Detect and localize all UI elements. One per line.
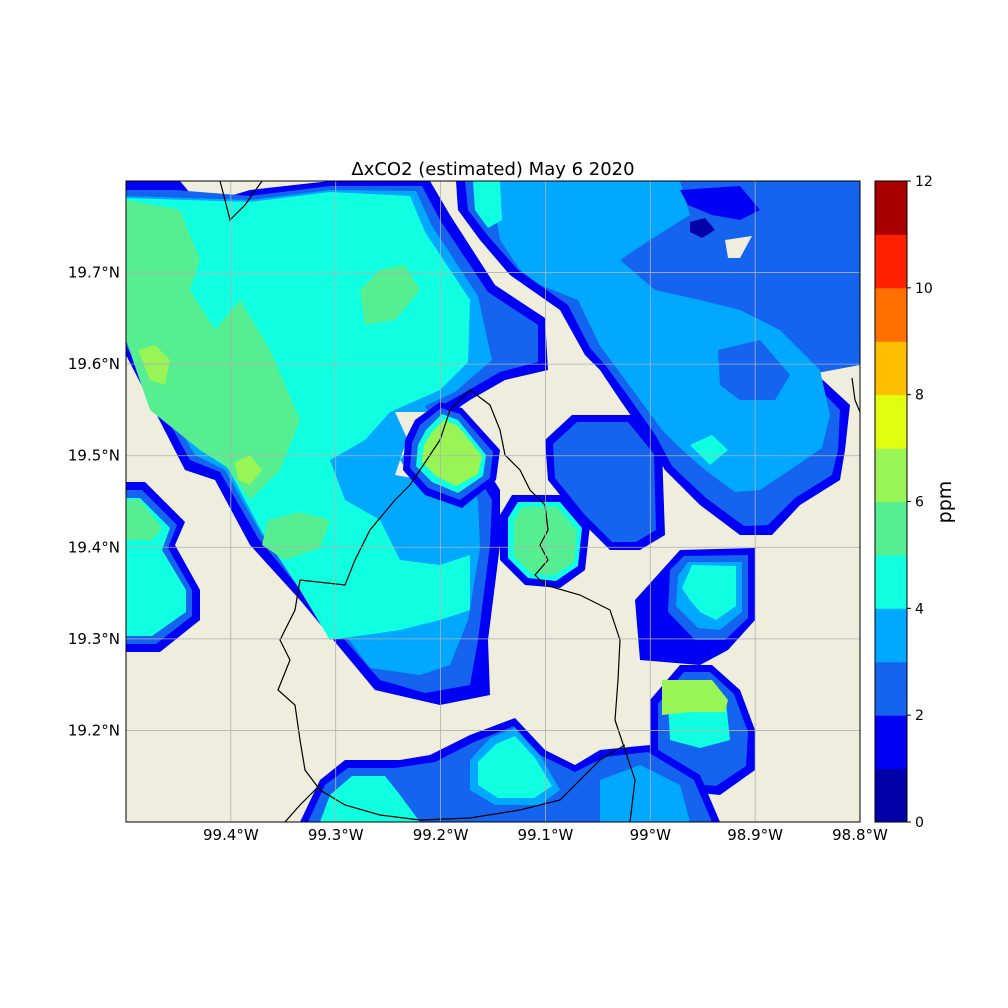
lat-tick-label: 19.2°N xyxy=(68,721,120,739)
contour-level-7 xyxy=(422,420,482,486)
colorbar-tick-label: 12 xyxy=(915,174,933,190)
boundary-line xyxy=(277,409,626,821)
co2-contours xyxy=(126,181,860,822)
colorbar-band xyxy=(875,554,907,609)
map-panel xyxy=(125,180,861,823)
contour-level-4 xyxy=(600,765,690,822)
lon-tick-label: 98.9°W xyxy=(727,826,783,844)
lat-tick-label: 19.4°N xyxy=(68,538,120,556)
boundary-line xyxy=(449,389,636,822)
contour-level-5 xyxy=(690,435,728,465)
admin-boundaries xyxy=(219,181,860,822)
contour-level-7 xyxy=(662,680,728,715)
colorbar-tick-label: 6 xyxy=(915,495,924,511)
contour-region-northeast-plume xyxy=(456,181,860,535)
colorbar-band xyxy=(875,394,907,449)
colorbar-tick-label: 0 xyxy=(915,815,924,831)
contour-level-5 xyxy=(682,565,736,620)
colorbar-band xyxy=(875,608,907,663)
colorbar-band xyxy=(875,181,907,235)
lat-tick-label: 19.6°N xyxy=(68,355,120,373)
colorbar-band xyxy=(875,501,907,556)
contour-gap xyxy=(725,236,752,258)
contour-level-4 xyxy=(490,181,830,492)
lat-tick-label: 19.5°N xyxy=(68,447,120,465)
contour-region-south-row xyxy=(300,718,720,822)
contour-level-2 xyxy=(680,186,760,220)
contour-level-5 xyxy=(478,736,552,798)
latitude-tick-labels: 19.7°N 19.6°N 19.5°N 19.4°N 19.3°N 19.2°N xyxy=(68,264,120,740)
longitude-tick-labels: 99.4°W 99.3°W 99.2°W 99.1°W 99°W 98.9°W 98.8°W xyxy=(203,826,888,844)
contour-region-east-diamond xyxy=(545,415,665,550)
colorbar: 0 2 4 6 8 10 12 ppm xyxy=(874,174,956,831)
lon-tick-label: 99.4°W xyxy=(203,826,259,844)
colorbar-tick-label: 4 xyxy=(915,601,924,617)
contour-level-3 xyxy=(553,422,656,542)
lon-tick-label: 99.1°W xyxy=(518,826,574,844)
colorbar-band xyxy=(875,661,907,716)
contour-level-1 xyxy=(690,218,715,238)
colorbar-band xyxy=(875,287,907,342)
colorbar-band xyxy=(875,715,907,770)
lon-tick-label: 99.3°W xyxy=(308,826,364,844)
colorbar-tick-label: 2 xyxy=(915,708,924,724)
colorbar-label: ppm xyxy=(934,481,956,524)
map-frame xyxy=(125,180,861,823)
contour-level-7 xyxy=(138,345,170,385)
boundary-line xyxy=(851,377,860,413)
contour-level-5 xyxy=(320,776,420,822)
colorbar-band xyxy=(875,234,907,289)
contour-region-west-plume xyxy=(126,181,548,705)
boundary-line xyxy=(284,784,321,822)
colorbar-ticks: 0 2 4 6 8 10 12 xyxy=(907,174,933,831)
colorbar-tick-label: 10 xyxy=(915,281,933,297)
contour-level-6 xyxy=(360,265,420,325)
lon-tick-label: 98.8°W xyxy=(832,826,888,844)
contour-level-3 xyxy=(718,340,790,400)
contour-level-6 xyxy=(126,200,300,500)
colorbar-tick-label: 8 xyxy=(915,388,924,404)
lon-tick-label: 99°W xyxy=(630,826,672,844)
lat-tick-label: 19.7°N xyxy=(68,264,120,282)
contour-level-7 xyxy=(235,455,262,485)
colorbar-band xyxy=(875,341,907,396)
colorbar-bands xyxy=(875,181,907,823)
contour-gap xyxy=(395,412,430,478)
gridlines xyxy=(126,181,861,822)
boundary-line xyxy=(219,181,263,222)
colorbar-band xyxy=(875,448,907,502)
contour-level-6 xyxy=(262,512,330,560)
colorbar-band xyxy=(875,768,907,823)
figure-title: ΔxCO2 (estimated) May 6 2020 xyxy=(351,159,634,180)
lat-tick-label: 19.3°N xyxy=(68,630,120,648)
contour-region-east-box xyxy=(635,548,755,665)
contour-level-5 xyxy=(473,181,502,228)
contour-region-west-edge xyxy=(126,482,200,652)
contour-level-6 xyxy=(126,500,162,540)
contour-region-center-blob xyxy=(403,402,500,508)
lon-tick-label: 99.2°W xyxy=(413,826,469,844)
